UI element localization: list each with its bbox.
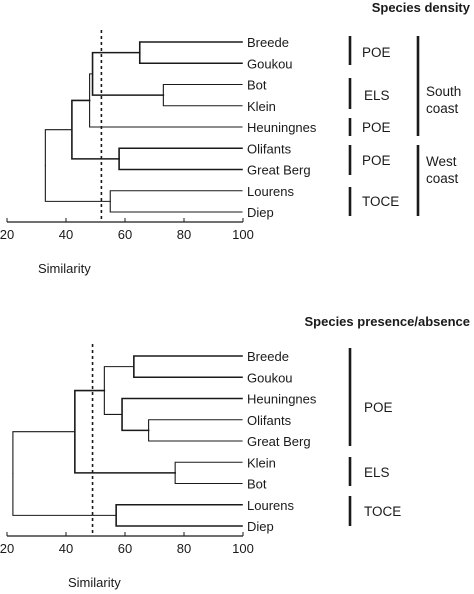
x-tick-label-20: 20: [0, 541, 14, 556]
x-tick-label-80: 80: [177, 541, 191, 556]
dendrogram-branch: [109, 190, 243, 213]
dendrogram-branch: [44, 129, 111, 202]
x-tick-label-100: 100: [232, 227, 254, 242]
dendrogram-branch: [91, 51, 165, 96]
group-label-els: ELS: [364, 88, 390, 103]
x-axis-label: Similarity: [38, 261, 91, 276]
x-tick-label-40: 40: [59, 541, 73, 556]
dendrogram-branch: [71, 99, 120, 160]
leaf-label-lourens: Lourens: [247, 498, 294, 513]
dendrogram-branch: [148, 419, 243, 442]
dendrogram-branch: [138, 41, 243, 65]
dendrogram-branch: [118, 147, 243, 171]
leaf-labels: Breede Goukou Bot Klein Heuningnes Olifants Gr…: [247, 35, 317, 220]
dendrogram-branch: [174, 461, 243, 485]
leaf-label-bot: Bot: [247, 78, 267, 93]
leaf-label-bot: Bot: [247, 477, 267, 492]
x-axis: 20 40 60 80 100: [0, 532, 254, 556]
group-label-toce: TOCE: [362, 194, 399, 209]
dendrogram-branch: [121, 397, 243, 432]
leaf-label-olifants: Olifants: [247, 413, 292, 428]
dendrogram-branch: [89, 73, 243, 128]
dendrogram-tree: [44, 30, 243, 222]
leaf-label-goukou: Goukou: [247, 56, 293, 71]
x-tick-label-80: 80: [177, 227, 191, 242]
x-axis: 20 40 60 80 100: [0, 218, 254, 242]
leaf-label-goukou: Goukou: [247, 370, 293, 385]
panel-species-density: Species density Breede Goukou Bot Klein Heun…: [0, 0, 471, 276]
region-brackets: South coast West coast: [416, 36, 461, 216]
x-tick-label-20: 20: [0, 227, 14, 242]
region-label-west-coast: West coast: [426, 154, 459, 186]
x-tick-label-100: 100: [232, 541, 254, 556]
leaf-label-heuningnes: Heuningnes: [247, 392, 317, 407]
leaf-label-diep: Diep: [247, 519, 274, 534]
region-label-south-coast: South coast: [426, 84, 461, 116]
x-tick-label-60: 60: [118, 227, 132, 242]
dendrogram-branch: [74, 389, 176, 474]
dendrogram-branch: [103, 366, 135, 415]
leaf-label-breede: Breede: [247, 35, 289, 50]
x-axis-label: Similarity: [68, 575, 121, 590]
dendrogram-branch: [115, 503, 243, 527]
x-tick-label-40: 40: [59, 227, 73, 242]
panel-title: Species presence/absence: [305, 314, 471, 329]
group-brackets: POE ELS POE POE TOCE: [348, 36, 399, 216]
leaf-label-klein: Klein: [247, 455, 276, 470]
x-tick-label-60: 60: [118, 541, 132, 556]
panel-title: Species density: [372, 0, 471, 15]
leaf-label-breede: Breede: [247, 349, 289, 364]
group-label-toce: TOCE: [364, 504, 401, 519]
group-brackets: POE ELS TOCE: [348, 348, 401, 526]
leaf-label-olifants: Olifants: [247, 141, 292, 156]
panel-species-presence-absence: Species presence/absence Breede Goukou Heu…: [0, 314, 470, 590]
dendrogram-branch: [162, 83, 243, 107]
group-label-els: ELS: [364, 465, 390, 480]
leaf-label-diep: Diep: [247, 205, 274, 220]
leaf-label-great-berg: Great Berg: [247, 163, 311, 178]
dendrogram-branch: [133, 355, 243, 379]
leaf-label-lourens: Lourens: [247, 184, 294, 199]
leaf-label-klein: Klein: [247, 99, 276, 114]
group-label-poe-3: POE: [362, 153, 391, 168]
leaf-labels: Breede Goukou Heuningnes Olifants Great Berg…: [247, 349, 317, 534]
group-label-poe-2: POE: [362, 120, 391, 135]
group-label-poe-1: POE: [362, 45, 391, 60]
leaf-label-heuningnes: Heuningnes: [247, 120, 317, 135]
group-label-poe: POE: [364, 400, 393, 415]
dendrogram-tree: [12, 344, 243, 536]
leaf-label-great-berg: Great Berg: [247, 434, 311, 449]
